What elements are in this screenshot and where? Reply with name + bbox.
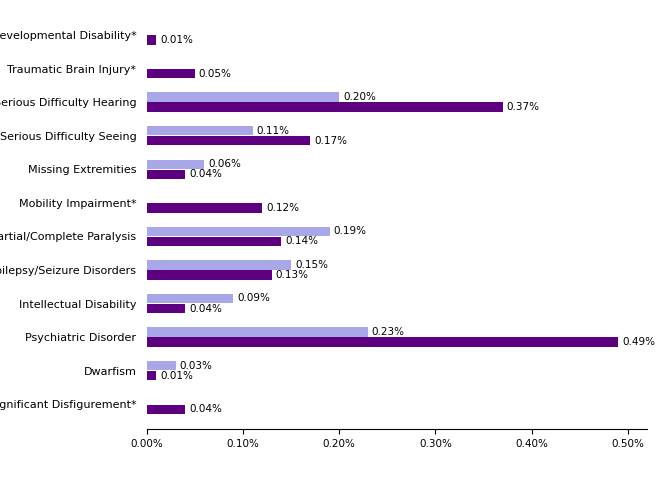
Text: 0.14%: 0.14% <box>285 236 318 246</box>
Text: 0.15%: 0.15% <box>295 260 328 270</box>
Text: 0.01%: 0.01% <box>160 371 193 381</box>
Bar <box>147 35 156 45</box>
Bar <box>147 102 503 112</box>
Bar <box>147 361 175 370</box>
Text: 0.17%: 0.17% <box>314 136 347 146</box>
Text: 0.03%: 0.03% <box>179 361 212 371</box>
Bar <box>147 237 281 246</box>
Text: 0.06%: 0.06% <box>208 159 241 169</box>
Bar <box>147 69 195 78</box>
Text: 0.04%: 0.04% <box>189 304 222 314</box>
Text: 0.01%: 0.01% <box>160 35 193 45</box>
Bar <box>147 260 291 270</box>
Text: 0.49%: 0.49% <box>622 337 655 347</box>
Bar <box>147 294 233 303</box>
Bar <box>147 92 339 102</box>
Text: 0.12%: 0.12% <box>266 203 299 213</box>
Text: 0.19%: 0.19% <box>334 226 366 236</box>
Bar <box>147 126 253 135</box>
Text: 0.04%: 0.04% <box>189 169 222 179</box>
Text: 0.13%: 0.13% <box>275 270 309 280</box>
Bar <box>147 327 368 337</box>
Text: 0.04%: 0.04% <box>189 404 222 414</box>
Bar <box>147 226 329 236</box>
Text: 0.11%: 0.11% <box>256 125 289 136</box>
Text: 0.37%: 0.37% <box>506 102 540 112</box>
Bar <box>147 136 310 145</box>
Text: 0.20%: 0.20% <box>343 92 376 102</box>
Bar <box>147 304 185 313</box>
Bar <box>147 160 205 169</box>
Text: 0.23%: 0.23% <box>372 327 405 337</box>
Bar <box>147 405 185 414</box>
Text: 0.09%: 0.09% <box>237 293 270 304</box>
Bar <box>147 371 156 381</box>
Bar <box>147 270 272 280</box>
Text: 0.05%: 0.05% <box>199 68 231 79</box>
Bar <box>147 337 618 347</box>
Bar <box>147 169 185 179</box>
Bar <box>147 203 262 213</box>
